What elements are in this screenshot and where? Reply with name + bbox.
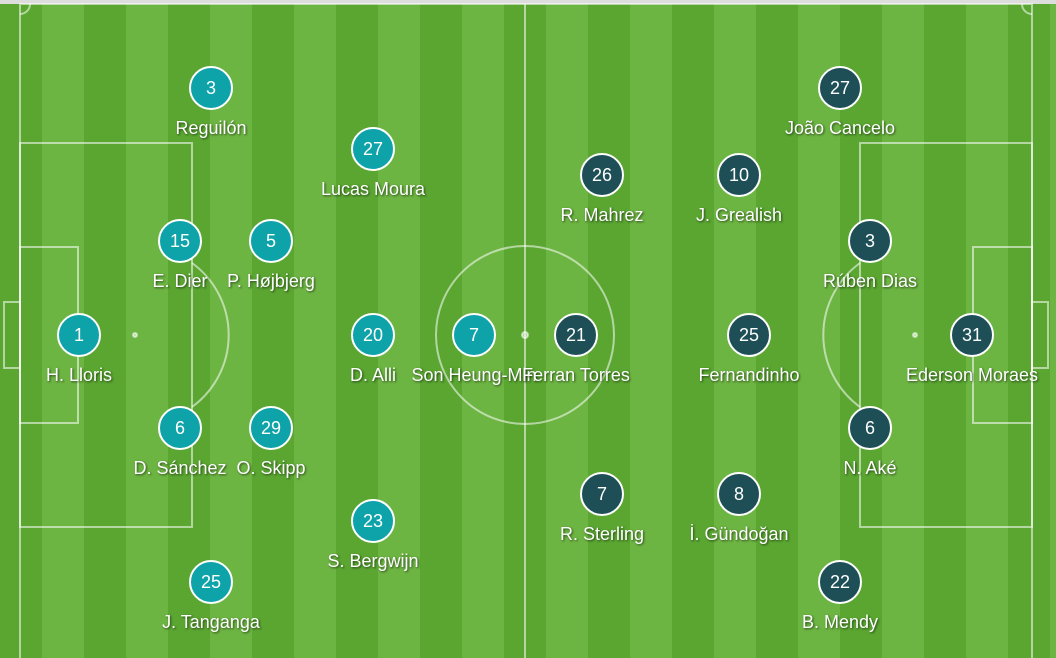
home-player[interactable]: 20 D. Alli [303, 313, 443, 385]
away-player[interactable]: 10 J. Grealish [669, 153, 809, 225]
player-name: D. Sánchez [133, 458, 227, 478]
player-name: P. Højbjerg [227, 271, 315, 291]
player-name: S. Bergwijn [327, 551, 419, 571]
player-name: H. Lloris [45, 365, 112, 385]
player-name: D. Alli [349, 365, 396, 385]
player-number-badge: 20 [351, 313, 395, 357]
home-player[interactable]: 23 S. Bergwijn [303, 499, 443, 571]
player-number-badge: 5 [249, 219, 293, 263]
player-number-badge: 6 [848, 406, 892, 450]
player-number-badge: 25 [189, 560, 233, 604]
player-number-badge: 26 [580, 153, 624, 197]
home-player[interactable]: 3 Reguilón [141, 66, 281, 138]
player-number-badge: 6 [158, 406, 202, 450]
home-player[interactable]: 27 Lucas Moura [303, 127, 443, 199]
away-player[interactable]: 8 İ. Gündoğan [669, 472, 809, 544]
player-number-badge: 27 [818, 66, 862, 110]
player-name: João Cancelo [784, 118, 896, 138]
away-player[interactable]: 22 B. Mendy [770, 560, 910, 632]
player-number-badge: 1 [57, 313, 101, 357]
away-player[interactable]: 26 R. Mahrez [532, 153, 672, 225]
player-name: Lucas Moura [320, 179, 426, 199]
home-player[interactable]: 1 H. Lloris [9, 313, 149, 385]
player-name: R. Sterling [559, 524, 645, 544]
player-number-badge: 23 [351, 499, 395, 543]
player-name: Ederson Moraes [905, 365, 1039, 385]
away-player[interactable]: 31 Ederson Moraes [902, 313, 1042, 385]
player-name: N. Aké [843, 458, 897, 478]
player-name: B. Mendy [801, 612, 879, 632]
player-number-badge: 31 [950, 313, 994, 357]
away-player[interactable]: 25 Fernandinho [679, 313, 819, 385]
player-name: Reguilón [175, 118, 247, 138]
player-name: Ferran Torres [522, 365, 630, 385]
away-player[interactable]: 7 R. Sterling [532, 472, 672, 544]
away-player[interactable]: 3 Rúben Dias [800, 219, 940, 291]
player-number-badge: 25 [727, 313, 771, 357]
player-number-badge: 10 [717, 153, 761, 197]
home-player[interactable]: 15 E. Dier [110, 219, 250, 291]
player-number-badge: 29 [249, 406, 293, 450]
player-number-badge: 3 [848, 219, 892, 263]
player-number-badge: 8 [717, 472, 761, 516]
player-name: E. Dier [152, 271, 208, 291]
player-number-badge: 15 [158, 219, 202, 263]
away-player[interactable]: 27 João Cancelo [770, 66, 910, 138]
home-player[interactable]: 25 J. Tanganga [141, 560, 281, 632]
player-number-badge: 7 [452, 313, 496, 357]
home-player[interactable]: 7 Son Heung-Min [404, 313, 544, 385]
player-name: İ. Gündoğan [689, 524, 789, 544]
home-player[interactable]: 29 O. Skipp [201, 406, 341, 478]
home-player[interactable]: 6 D. Sánchez [110, 406, 250, 478]
player-name: O. Skipp [236, 458, 306, 478]
home-player[interactable]: 5 P. Højbjerg [201, 219, 341, 291]
player-number-badge: 22 [818, 560, 862, 604]
player-number-badge: 27 [351, 127, 395, 171]
player-number-badge: 21 [554, 313, 598, 357]
player-number-badge: 7 [580, 472, 624, 516]
away-player[interactable]: 6 N. Aké [800, 406, 940, 478]
player-number-badge: 3 [189, 66, 233, 110]
top-border [0, 0, 1056, 4]
player-name: R. Mahrez [560, 205, 644, 225]
away-player[interactable]: 21 Ferran Torres [506, 313, 646, 385]
player-name: Son Heung-Min [411, 365, 537, 385]
player-name: J. Grealish [695, 205, 783, 225]
player-name: J. Tanganga [162, 612, 260, 632]
player-name: Fernandinho [698, 365, 800, 385]
player-name: Rúben Dias [822, 271, 918, 291]
